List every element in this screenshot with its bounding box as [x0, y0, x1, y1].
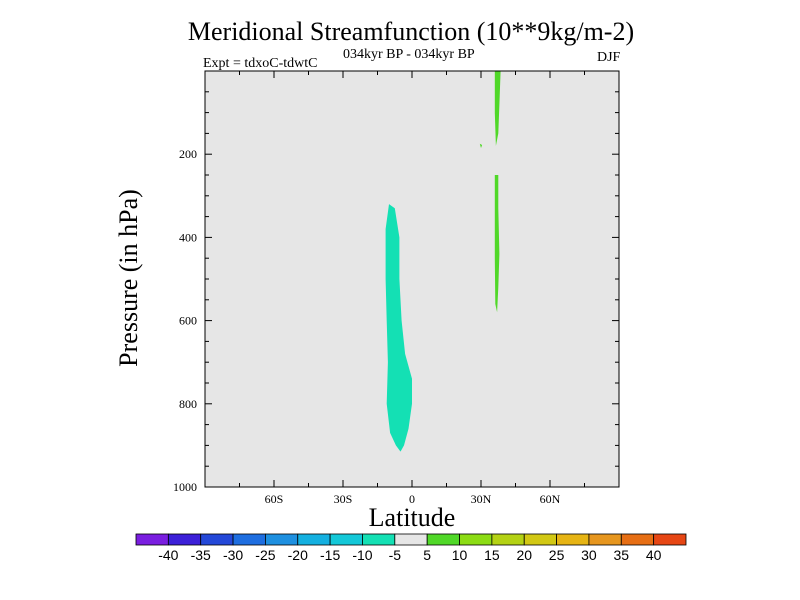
colorbar-label: 20: [516, 547, 532, 563]
positive-region-lower: [494, 175, 500, 313]
x-tick-label: 60N: [540, 492, 561, 506]
colorbar-swatch: [620, 533, 655, 546]
colorbar-swatch: [556, 533, 590, 546]
y-tick-label: 1000: [173, 480, 197, 494]
colorbar-label: 10: [452, 547, 468, 563]
positive-region-upper: [494, 71, 501, 146]
colorbar-label: -25: [255, 547, 275, 563]
y-tick-label: 800: [179, 397, 197, 411]
colorbar-swatch: [426, 533, 460, 546]
x-axis-label: Latitude: [368, 503, 456, 532]
colorbar-label: -30: [223, 547, 243, 563]
x-tick-label: 30N: [471, 492, 492, 506]
colorbar-swatch: [362, 533, 396, 546]
colorbar-swatch: [135, 533, 169, 546]
colorbar-swatch: [167, 533, 202, 546]
x-tick-label: 60S: [265, 492, 284, 506]
colorbar-label: 5: [423, 547, 431, 563]
colorbar-swatch: [394, 533, 428, 546]
x-tick-label: 30S: [334, 492, 353, 506]
colorbar-label: -15: [320, 547, 340, 563]
colorbar-label: -40: [158, 547, 178, 563]
colorbar-swatch: [491, 533, 525, 546]
colorbar-label: 40: [646, 547, 662, 563]
colorbar-label: -20: [288, 547, 308, 563]
chart-subtitle: 034kyr BP - 034kyr BP: [343, 47, 475, 62]
colorbar-swatch: [653, 533, 687, 546]
colorbar-label: 25: [549, 547, 565, 563]
experiment-label: Expt = tdxoC-tdwtC: [203, 56, 318, 71]
y-tick-label: 200: [179, 147, 197, 161]
plot-background: [205, 71, 619, 487]
chart-title: Meridional Streamfunction (10**9kg/m-2): [187, 17, 635, 46]
colorbar-label: -5: [389, 547, 402, 563]
colorbar-label: 30: [581, 547, 597, 563]
colorbar-label: -10: [352, 547, 372, 563]
colorbar-swatch: [588, 533, 622, 546]
colorbar-swatch: [200, 533, 234, 546]
colorbar-label: -35: [191, 547, 211, 563]
season-label: DJF: [597, 50, 621, 65]
y-tick-label: 400: [179, 230, 197, 244]
positive-speck: [479, 143, 483, 148]
colorbar-swatch: [265, 533, 299, 546]
colorbar-label: 15: [484, 547, 500, 563]
colorbar-swatch: [329, 533, 363, 546]
colorbar-swatch: [232, 533, 266, 546]
colorbar-swatch: [297, 533, 331, 546]
colorbar-label: 35: [614, 547, 630, 563]
negative-region: [385, 204, 412, 452]
colorbar-swatch: [523, 533, 557, 546]
x-tick-label: 0: [409, 492, 415, 506]
y-tick-label: 600: [179, 314, 197, 328]
colorbar-swatch: [459, 533, 493, 546]
